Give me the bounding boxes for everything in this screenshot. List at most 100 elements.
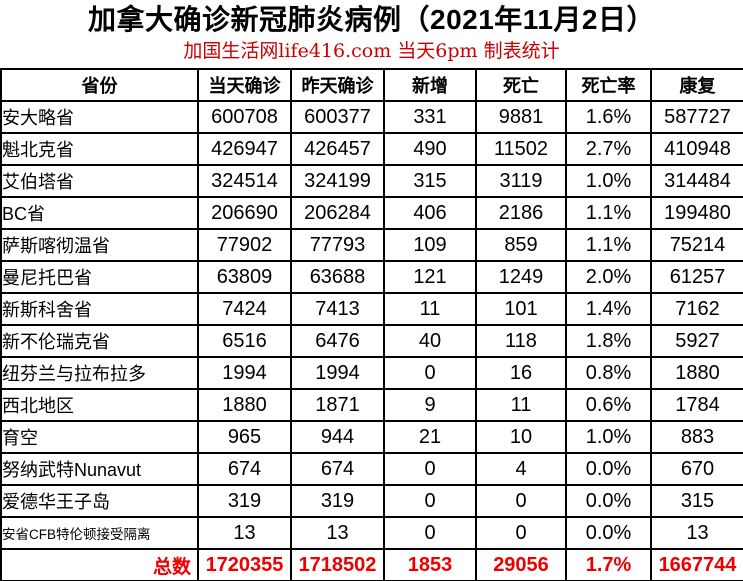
province-name: 艾伯塔省 <box>0 164 199 198</box>
stat-value: 11502 <box>475 132 567 166</box>
page-subtitle: 加国生活网life416.com 当天6pm 制表统计 <box>183 40 560 62</box>
province-name: 安大略省 <box>0 100 199 134</box>
stat-value: 859 <box>475 228 567 262</box>
stat-value: 670 <box>650 452 743 486</box>
stat-value: 1.1% <box>565 228 652 262</box>
stat-value: 109 <box>383 228 477 262</box>
table-body: 安大略省 600708 600377 331 9881 1.6% 587727 魁北克省 426… <box>0 100 743 550</box>
stat-value: 1784 <box>650 388 743 422</box>
stat-value: 1994 <box>290 356 385 390</box>
stat-value: 2.0% <box>565 260 652 294</box>
stat-value: 965 <box>197 420 292 454</box>
stat-value: 0.0% <box>565 516 652 550</box>
stat-value: 600708 <box>197 100 292 134</box>
stat-value: 13 <box>197 516 292 550</box>
table-row: 萨斯喀彻温省 77902 77793 109 859 1.1% 75214 <box>0 228 743 262</box>
stat-value: 426947 <box>197 132 292 166</box>
stat-value: 40 <box>383 324 477 358</box>
table-row: 魁北克省 426947 426457 490 11502 2.7% 410948 <box>0 132 743 166</box>
totals-value: 1720355 <box>197 548 292 581</box>
stat-value: 10 <box>475 420 567 454</box>
stat-value: 0 <box>383 356 477 390</box>
stat-value: 315 <box>650 484 743 518</box>
column-header: 省份 <box>0 68 199 102</box>
stat-value: 6516 <box>197 324 292 358</box>
stat-value: 61257 <box>650 260 743 294</box>
table-row: 育空 965 944 21 10 1.0% 883 <box>0 420 743 454</box>
stat-value: 6476 <box>290 324 385 358</box>
stat-value: 63809 <box>197 260 292 294</box>
stat-value: 883 <box>650 420 743 454</box>
table-row: BC省 206690 206284 406 2186 1.1% 199480 <box>0 196 743 230</box>
stat-value: 9 <box>383 388 477 422</box>
column-header: 新增 <box>383 68 477 102</box>
stat-value: 13 <box>290 516 385 550</box>
stat-value: 0 <box>383 484 477 518</box>
stat-value: 63688 <box>290 260 385 294</box>
stat-value: 1.4% <box>565 292 652 326</box>
stat-value: 0.0% <box>565 484 652 518</box>
province-name: 西北地区 <box>0 388 199 422</box>
province-name: 曼尼托巴省 <box>0 260 199 294</box>
stat-value: 1.0% <box>565 164 652 198</box>
totals-value: 1.7% <box>565 548 652 581</box>
stat-value: 319 <box>290 484 385 518</box>
table-row: 新斯科舍省 7424 7413 11 101 1.4% 7162 <box>0 292 743 326</box>
stat-value: 324514 <box>197 164 292 198</box>
stat-value: 75214 <box>650 228 743 262</box>
stat-value: 206284 <box>290 196 385 230</box>
stat-value: 314484 <box>650 164 743 198</box>
stat-value: 206690 <box>197 196 292 230</box>
stat-value: 406 <box>383 196 477 230</box>
stat-value: 13 <box>650 516 743 550</box>
table-footer: 总数 1720355 1718502 1853 29056 1.7% 1667744 <box>0 548 743 581</box>
stat-value: 77793 <box>290 228 385 262</box>
stat-value: 1.0% <box>565 420 652 454</box>
column-header: 昨天确诊 <box>290 68 385 102</box>
table-row: 安省CFB特伦顿接受隔离 13 13 0 0 0.0% 13 <box>0 516 743 550</box>
province-name: 新斯科舍省 <box>0 292 199 326</box>
province-name: 安省CFB特伦顿接受隔离 <box>0 516 199 550</box>
table-row: 曼尼托巴省 63809 63688 121 1249 2.0% 61257 <box>0 260 743 294</box>
stat-value: 944 <box>290 420 385 454</box>
page-title: 加拿大确诊新冠肺炎病例（2021年11月2日） <box>88 4 655 35</box>
stat-value: 674 <box>197 452 292 486</box>
stat-value: 7424 <box>197 292 292 326</box>
stat-value: 587727 <box>650 100 743 134</box>
stat-value: 410948 <box>650 132 743 166</box>
stat-value: 319 <box>197 484 292 518</box>
stat-value: 11 <box>383 292 477 326</box>
stat-value: 315 <box>383 164 477 198</box>
stat-value: 1249 <box>475 260 567 294</box>
totals-label: 总数 <box>0 548 199 581</box>
province-name: 萨斯喀彻温省 <box>0 228 199 262</box>
province-name: BC省 <box>0 196 199 230</box>
header-row: 省份 当天确诊 昨天确诊 新增 死亡 死亡率 康复 <box>0 68 743 102</box>
covid-stats-table: 省份 当天确诊 昨天确诊 新增 死亡 死亡率 康复 安大略省 600708 600377 331 9… <box>0 68 743 581</box>
stat-value: 21 <box>383 420 477 454</box>
table-row: 艾伯塔省 324514 324199 315 3119 1.0% 314484 <box>0 164 743 198</box>
stat-value: 121 <box>383 260 477 294</box>
stat-value: 0 <box>383 452 477 486</box>
stat-value: 0.8% <box>565 356 652 390</box>
table-row: 新不伦瑞克省 6516 6476 40 118 1.8% 5927 <box>0 324 743 358</box>
totals-value: 1667744 <box>650 548 743 581</box>
stat-value: 3119 <box>475 164 567 198</box>
stat-value: 0.6% <box>565 388 652 422</box>
stat-value: 600377 <box>290 100 385 134</box>
stat-value: 4 <box>475 452 567 486</box>
table-row: 安大略省 600708 600377 331 9881 1.6% 587727 <box>0 100 743 134</box>
province-name: 爱德华王子岛 <box>0 484 199 518</box>
stat-value: 1880 <box>197 388 292 422</box>
stat-value: 426457 <box>290 132 385 166</box>
totals-row: 总数 1720355 1718502 1853 29056 1.7% 1667744 <box>0 548 743 581</box>
table-row: 努纳武特Nunavut 674 674 0 4 0.0% 670 <box>0 452 743 486</box>
stat-value: 11 <box>475 388 567 422</box>
table-header: 省份 当天确诊 昨天确诊 新增 死亡 死亡率 康复 <box>0 68 743 102</box>
stat-value: 1.6% <box>565 100 652 134</box>
province-name: 新不伦瑞克省 <box>0 324 199 358</box>
stat-value: 1.8% <box>565 324 652 358</box>
stat-value: 2186 <box>475 196 567 230</box>
stat-value: 77902 <box>197 228 292 262</box>
